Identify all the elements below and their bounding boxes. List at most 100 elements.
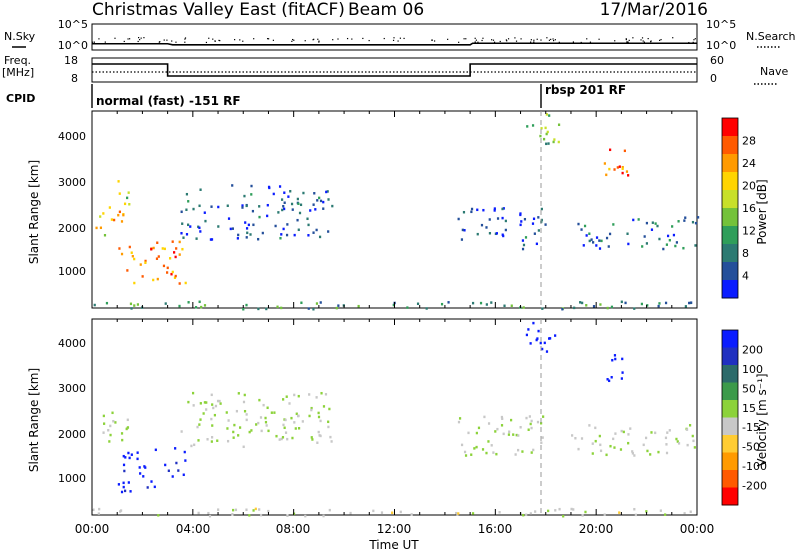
power-panel: Slant Range [km] 4000 3000 2000 1000 282… (27, 110, 769, 311)
scatter-cell (136, 457, 139, 461)
colorbar-segment (722, 470, 738, 488)
scatter-cell (372, 509, 375, 513)
scatter-cell (280, 306, 283, 310)
scatter-cell (500, 424, 504, 427)
scatter-cell (264, 420, 268, 424)
scatter-cell (283, 207, 286, 211)
scatter-cell (627, 242, 630, 246)
scatter-cell (540, 421, 543, 425)
scatter-cell (92, 508, 95, 511)
scatter-cell (195, 237, 198, 240)
scatter-cell (214, 404, 218, 408)
scatter-cell (512, 433, 515, 436)
scatter-cell (146, 486, 149, 489)
scatter-cell (197, 225, 200, 229)
scatter-cell (316, 441, 319, 444)
colorbar-tick-label: 20 (742, 180, 756, 193)
scatter-cell (493, 207, 496, 210)
scatter-cell (283, 191, 286, 194)
scatter-cell (133, 257, 136, 261)
scatter-cell (683, 219, 686, 222)
colorbar-segment (722, 208, 738, 227)
scatter-cell (283, 201, 286, 204)
scatter-cell (217, 205, 220, 209)
nsearch-point (491, 39, 493, 41)
scatter-cell (297, 202, 300, 205)
freq-label-1: Freq. (4, 54, 31, 67)
scatter-cell (595, 236, 599, 239)
scatter-cell (598, 247, 602, 250)
power-frame (91, 110, 698, 309)
scatter-cell (319, 419, 322, 423)
scatter-cell (327, 230, 330, 233)
scatter-cell (643, 235, 646, 238)
nsearch-point (458, 41, 460, 43)
scatter-cell (504, 219, 507, 223)
scatter-cell (302, 191, 305, 195)
scatter-cell (529, 342, 532, 345)
nave-tick-bottom: 0 (710, 72, 717, 85)
scatter-cell (475, 431, 478, 435)
scatter-cell (170, 272, 173, 276)
scatter-cell (519, 426, 522, 429)
scatter-cell (531, 222, 535, 225)
nsearch-point (540, 39, 542, 41)
xaxis-label: Time UT (368, 538, 419, 552)
scatter-cell (210, 238, 214, 241)
scatter-cell (293, 393, 296, 397)
scatter-cell (577, 447, 580, 451)
scatter-cell (580, 228, 583, 231)
scatter-cell (156, 241, 159, 245)
scatter-cell (99, 226, 103, 230)
scatter-cell (326, 190, 329, 193)
scatter-cell (108, 206, 111, 209)
scatter-cell (357, 304, 360, 308)
scatter-cell (114, 421, 117, 424)
scatter-cell (460, 238, 464, 241)
xtick-1200: 12:00 (377, 522, 412, 536)
scatter-cell (245, 508, 248, 511)
scatter-cell (664, 513, 667, 516)
scatter-cell (297, 427, 301, 430)
nsky-frame (91, 23, 698, 51)
scatter-cell (108, 440, 111, 443)
scatter-cell (231, 184, 234, 187)
nsearch-point (351, 38, 353, 40)
scatter-cell (296, 197, 299, 201)
nsearch-point (558, 41, 560, 43)
scatter-cell (633, 307, 636, 310)
scatter-cell (525, 416, 528, 420)
scatter-cell (525, 333, 529, 337)
scatter-cell (322, 514, 325, 518)
scatter-cell (572, 508, 575, 511)
scatter-cell (331, 204, 334, 208)
scatter-cell (99, 215, 102, 218)
scatter-cell (304, 514, 307, 518)
scatter-cell (508, 430, 511, 434)
scatter-cell (645, 221, 649, 225)
nsearch-point (291, 40, 293, 42)
scatter-cell (213, 413, 217, 417)
velocity-frame (91, 318, 698, 516)
scatter-cell (665, 451, 669, 455)
scatter-cell (592, 305, 596, 308)
scatter-cell (180, 231, 183, 235)
scatter-cell (529, 422, 532, 426)
nsearch-point (482, 37, 484, 39)
nsearch-point (642, 40, 644, 42)
scatter-cell (694, 244, 697, 247)
scatter-cell (545, 142, 548, 146)
scatter-cell (328, 407, 331, 411)
scatter-cell (642, 443, 645, 447)
colorbar-segment (722, 400, 738, 418)
scatter-cell (130, 453, 133, 456)
scatter-cell (124, 489, 127, 493)
scatter-cell (128, 245, 131, 249)
scatter-cell (297, 414, 300, 418)
scatter-cell (495, 232, 498, 235)
scatter-cell (126, 418, 129, 422)
scatter-cell (329, 435, 332, 439)
nsearch-point (492, 39, 495, 41)
scatter-cell (644, 436, 648, 440)
scatter-cell (207, 511, 210, 515)
